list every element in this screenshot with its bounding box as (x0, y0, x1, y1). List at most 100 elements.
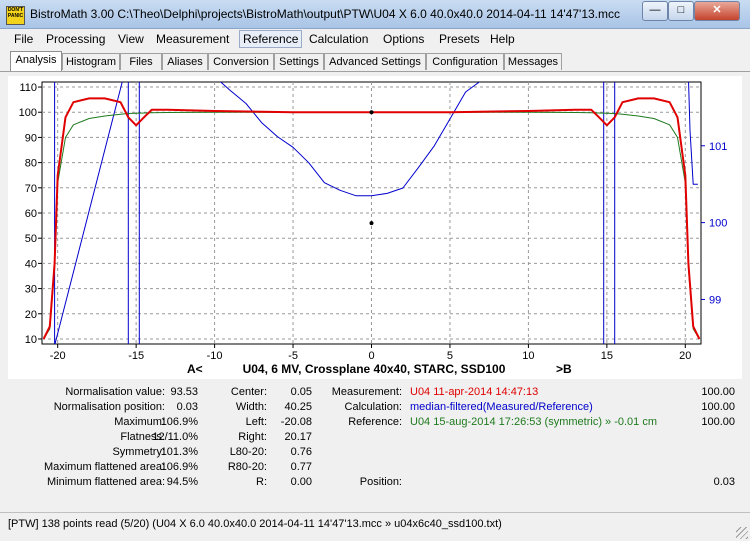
maximum-label: Maximum: (114, 416, 165, 428)
status-text: [PTW] 138 points read (5/20) (U04 X 6.0 … (8, 518, 502, 530)
right-label: Right: (238, 431, 267, 443)
measurement-text: U04 11-apr-2014 14:47:13 (410, 386, 539, 398)
center-label: Center: (230, 386, 267, 398)
menu-bar: File Processing View Measurement Referen… (0, 29, 750, 50)
reference-value: 100.00 (701, 416, 735, 428)
r80-20-label: R80-20: (227, 461, 267, 473)
flatness-value: 12/11.0% (152, 431, 198, 443)
x-tick-label: -15 (128, 350, 144, 362)
x-tick-label: 15 (601, 350, 613, 362)
y2-tick-label: 99 (709, 294, 721, 306)
y2-tick-label: 101 (709, 141, 727, 153)
menu-help[interactable]: Help (490, 32, 515, 46)
y-tick-label: 70 (25, 183, 37, 195)
measurement-value: 100.00 (701, 386, 735, 398)
symmetry-value: 101.3% (160, 446, 198, 458)
x-tick-label: -5 (288, 350, 298, 362)
norm-value-label: Normalisation value: (65, 386, 165, 398)
left-value: -20.08 (280, 416, 312, 428)
center-value: 0.05 (290, 386, 312, 398)
status-bar: [PTW] 138 points read (5/20) (U04 X 6.0 … (0, 512, 750, 541)
y-tick-label: 90 (25, 132, 37, 144)
menu-calculation[interactable]: Calculation (309, 32, 369, 46)
x-tick-label: 5 (447, 350, 453, 362)
r-value: 0.00 (290, 476, 312, 488)
position-label: Position: (359, 476, 402, 488)
y-tick-label: 80 (25, 158, 37, 170)
series-line-2 (54, 82, 698, 344)
calculation-value: 100.00 (701, 401, 735, 413)
calculation-label: Calculation: (344, 401, 402, 413)
y-tick-label: 40 (25, 258, 37, 270)
position-value: 0.03 (713, 476, 735, 488)
width-value: 40.25 (284, 401, 312, 413)
tab-histogram[interactable]: Histogram (62, 53, 120, 70)
tab-analysis[interactable]: Analysis (10, 51, 62, 71)
app-logo-icon: DON'T PANIC (6, 6, 25, 25)
y-tick-label: 30 (25, 284, 37, 296)
r-label: R: (256, 476, 267, 488)
menu-options[interactable]: Options (383, 32, 425, 46)
tab-aliases[interactable]: Aliases (162, 53, 208, 70)
tab-conversion[interactable]: Conversion (208, 53, 274, 70)
chart-caption-right: >B (556, 362, 572, 376)
min-flattened-value: 94.5% (166, 476, 198, 488)
chart-grid (41, 81, 702, 345)
symmetry-label: Symmetry: (112, 446, 165, 458)
reference-label: Reference: (348, 416, 402, 428)
title-bar: DON'T PANIC BistroMath 3.00 C:\Theo\Delp… (0, 0, 750, 29)
max-flattened-value: 106.9% (160, 461, 198, 473)
y2-tick-label: 100 (709, 218, 727, 230)
tab-messages[interactable]: Messages (504, 53, 562, 70)
chart-caption-left: A< (187, 362, 203, 376)
tab-configuration[interactable]: Configuration (426, 53, 504, 70)
calculation-text: median-filtered(Measured/Reference) (410, 401, 593, 413)
left-label: Left: (245, 416, 267, 428)
measurement-label: Measurement: (331, 386, 402, 398)
x-tick-label: 0 (368, 350, 374, 362)
y-tick-label: 10 (25, 334, 37, 346)
menu-processing[interactable]: Processing (46, 32, 106, 46)
x-tick-label: 20 (679, 350, 691, 362)
y-tick-label: 20 (25, 309, 37, 321)
maximize-button[interactable]: □ (668, 1, 694, 21)
y-tick-label: 60 (25, 208, 37, 220)
tab-settings[interactable]: Settings (274, 53, 324, 70)
menu-measurement[interactable]: Measurement (156, 32, 230, 46)
l80-20-label: L80-20: (229, 446, 267, 458)
r80-20-value: 0.77 (290, 461, 312, 473)
chart-curves (42, 82, 701, 344)
close-button[interactable]: ✕ (694, 1, 740, 21)
flatness-label: Flatness: (120, 431, 165, 443)
profile-chart[interactable]: 110 100 90 80 70 60 50 40 30 20 10 -20 -15 -10 -5 0 5 10 1… (8, 76, 742, 379)
tab-advanced-settings[interactable]: Advanced Settings (324, 53, 426, 70)
y-tick-label: 50 (25, 233, 37, 245)
right-value: 20.17 (284, 431, 312, 443)
norm-position-label: Normalisation position: (53, 401, 165, 413)
y-tick-label: 110 (19, 82, 37, 94)
reference-text: U04 15-aug-2014 17:26:53 (symmetric) » -… (410, 416, 658, 428)
y-tick-label: 100 (19, 107, 37, 119)
tab-bar: Analysis Histogram Files Aliases Convers… (0, 51, 750, 72)
norm-value: 93.53 (170, 386, 198, 398)
x-tick-label: 10 (522, 350, 534, 362)
norm-position: 0.03 (176, 401, 198, 413)
menu-reference[interactable]: Reference (239, 30, 303, 48)
menu-view[interactable]: View (118, 32, 144, 46)
tab-files[interactable]: Files (120, 53, 162, 70)
width-label: Width: (235, 401, 267, 413)
marker-point (369, 221, 374, 226)
minimize-button[interactable]: — (642, 1, 668, 21)
chart-caption: U04, 6 MV, Crossplane 40x40, STARC, SSD1… (243, 362, 506, 376)
x-tick-label: -20 (50, 350, 66, 362)
maximum-value: 106.9% (160, 416, 198, 428)
x-tick-label: -10 (207, 350, 223, 362)
marker-point (369, 110, 374, 115)
menu-file[interactable]: File (14, 32, 34, 46)
max-flattened-label: Maximum flattened area: (43, 461, 165, 473)
l80-20-value: 0.76 (290, 446, 312, 458)
resize-grip[interactable] (736, 527, 748, 539)
menu-presets[interactable]: Presets (439, 32, 480, 46)
